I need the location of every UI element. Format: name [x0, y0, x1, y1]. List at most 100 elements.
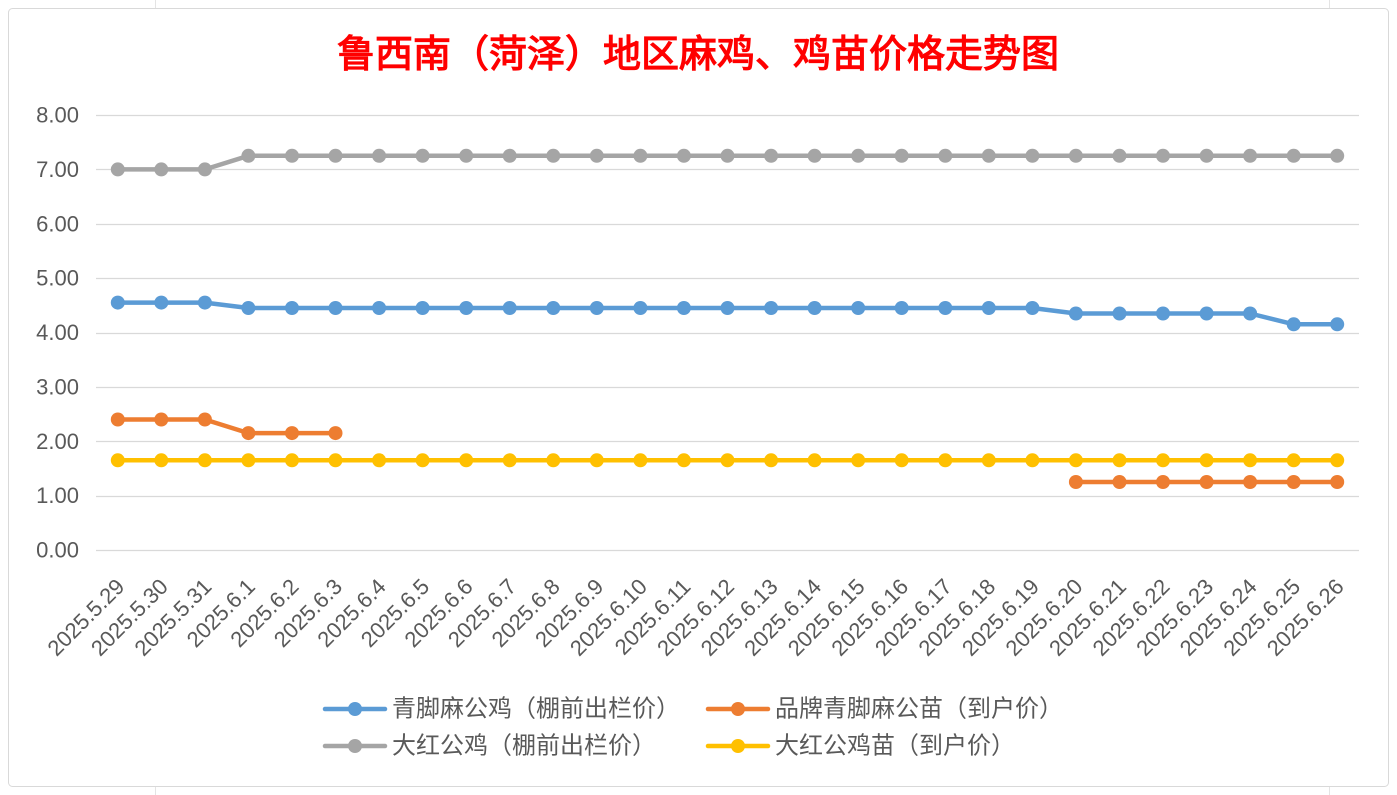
data-point [1112, 453, 1127, 468]
data-point [1286, 453, 1301, 468]
data-point [285, 148, 299, 163]
data-point [938, 301, 953, 315]
legend-label: 大红公鸡（棚前出栏价） [392, 733, 656, 760]
data-point [1112, 148, 1127, 163]
data-point [633, 148, 648, 163]
data-point [981, 301, 996, 315]
data-point [1068, 475, 1083, 489]
data-point [110, 162, 125, 177]
data-point [633, 301, 648, 315]
sheet-background [155, 0, 1330, 795]
data-point [764, 453, 779, 468]
data-point [197, 412, 212, 427]
y-tick-label: 0.00 [36, 538, 79, 563]
legend-swatch-marker [731, 739, 745, 753]
data-point [110, 295, 125, 310]
data-point [110, 412, 125, 427]
y-tick-label: 1.00 [36, 483, 79, 508]
data-point [1156, 475, 1170, 489]
data-point [415, 453, 430, 468]
data-point [154, 453, 169, 468]
data-point [676, 301, 691, 315]
data-point [328, 426, 343, 441]
data-point [1199, 475, 1214, 489]
data-point [1156, 306, 1170, 321]
data-point [1068, 148, 1083, 163]
data-point [1068, 453, 1083, 468]
data-point [1025, 301, 1040, 315]
data-point [197, 295, 212, 310]
data-point [589, 453, 604, 468]
plot-series [110, 148, 1345, 489]
data-point [415, 301, 430, 315]
data-point [459, 453, 474, 468]
data-point [546, 301, 561, 315]
data-point [589, 301, 604, 315]
legend-label: 品牌青脚麻公苗（到户价） [775, 696, 1063, 723]
data-point [110, 453, 125, 468]
legend-item: 大红公鸡（棚前出栏价） [322, 733, 656, 760]
legend-swatch-marker [348, 739, 362, 753]
data-point [546, 453, 561, 468]
data-point [938, 148, 953, 163]
data-point [1286, 475, 1301, 489]
data-point [1286, 317, 1301, 332]
data-point [851, 301, 866, 315]
data-point [894, 148, 909, 163]
data-point [938, 453, 953, 468]
data-point [764, 148, 779, 163]
legend-item: 大红公鸡苗（到户价） [705, 733, 1015, 760]
data-point [328, 453, 343, 468]
data-point [764, 301, 779, 315]
data-point [241, 301, 256, 315]
legend-item: 品牌青脚麻公苗（到户价） [705, 696, 1063, 723]
series [110, 148, 1345, 177]
data-point [1243, 306, 1258, 321]
data-point [241, 148, 256, 163]
data-point [285, 453, 299, 468]
y-tick-label: 4.00 [36, 320, 79, 345]
data-point [241, 453, 256, 468]
legend-item: 青脚麻公鸡（棚前出栏价） [322, 696, 680, 723]
data-point [154, 295, 169, 310]
data-point [459, 148, 474, 163]
data-point [197, 453, 212, 468]
data-point [1330, 475, 1345, 489]
chart-title: 鲁西南（菏泽）地区麻鸡、鸡苗价格走势图 [337, 34, 1059, 76]
legend-label: 青脚麻公鸡（棚前出栏价） [392, 696, 680, 723]
data-point [851, 148, 866, 163]
data-point [1286, 148, 1301, 163]
chart-area[interactable] [8, 8, 1389, 787]
data-point [1112, 475, 1127, 489]
data-point [676, 148, 691, 163]
data-point [589, 148, 604, 163]
data-point [285, 301, 299, 315]
data-point [154, 162, 169, 177]
legend-swatch-marker [348, 702, 362, 716]
y-tick-label: 7.00 [36, 157, 79, 182]
data-point [1025, 148, 1040, 163]
data-point [1199, 453, 1214, 468]
data-point [1243, 148, 1258, 163]
data-point [372, 301, 387, 315]
data-point [285, 426, 299, 441]
data-point [894, 453, 909, 468]
data-point [720, 148, 735, 163]
y-tick-label: 5.00 [36, 266, 79, 291]
data-point [1330, 317, 1345, 332]
data-point [981, 148, 996, 163]
data-point [502, 453, 517, 468]
data-point [1025, 453, 1040, 468]
data-point [1112, 306, 1127, 321]
data-point [328, 148, 343, 163]
data-point [1068, 306, 1083, 321]
data-point [241, 426, 256, 441]
data-point [197, 162, 212, 177]
data-point [415, 148, 430, 163]
data-point [546, 148, 561, 163]
data-point [807, 453, 822, 468]
data-point [154, 412, 169, 427]
data-point [1156, 148, 1170, 163]
data-point [1156, 453, 1170, 468]
